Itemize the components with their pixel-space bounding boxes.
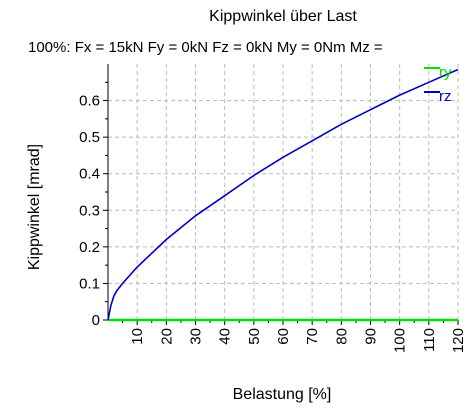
- x-tick-label: 20: [158, 328, 175, 345]
- y-axis-label: Kippwinkel [mrad]: [26, 144, 43, 270]
- x-tick-label: 30: [188, 328, 205, 345]
- chart-title: Kippwinkel über Last: [209, 8, 357, 25]
- x-tick-label: 40: [217, 328, 234, 345]
- x-tick-label: 90: [363, 328, 380, 345]
- y-tick-label: 0.1: [79, 275, 100, 292]
- legend-label-rz: rz: [439, 88, 452, 105]
- x-tick-label: 50: [246, 328, 263, 345]
- y-tick-label: 0.5: [79, 129, 100, 146]
- y-tick-label: 0: [92, 312, 100, 329]
- y-tick-label: 0.6: [79, 93, 100, 110]
- series-line-rz: [107, 68, 459, 321]
- legend-label-ry: ry: [439, 64, 452, 81]
- x-axis-label: Belastung [%]: [233, 386, 332, 403]
- y-tick-label: 0.2: [79, 239, 100, 256]
- x-tick-label: 80: [333, 328, 350, 345]
- x-tick-label: 100: [392, 328, 409, 353]
- plot-area: 0 0.1 0.2 0.3 0.4 0.5 0.6 10 20 30 40 50 60 70 80 90 100…: [79, 64, 467, 353]
- y-tick-label: 0.4: [79, 166, 100, 183]
- x-tick-label: 110: [421, 328, 438, 352]
- x-tick-label: 120: [450, 328, 467, 353]
- x-tick-label: 70: [304, 328, 321, 345]
- x-tick-label: 10: [129, 328, 146, 345]
- y-tick-label: 0.3: [79, 202, 100, 219]
- x-tick-label: 60: [275, 328, 292, 345]
- chart-subtitle: 100%: Fx = 15kN Fy = 0kN Fz = 0kN My = 0…: [28, 39, 383, 56]
